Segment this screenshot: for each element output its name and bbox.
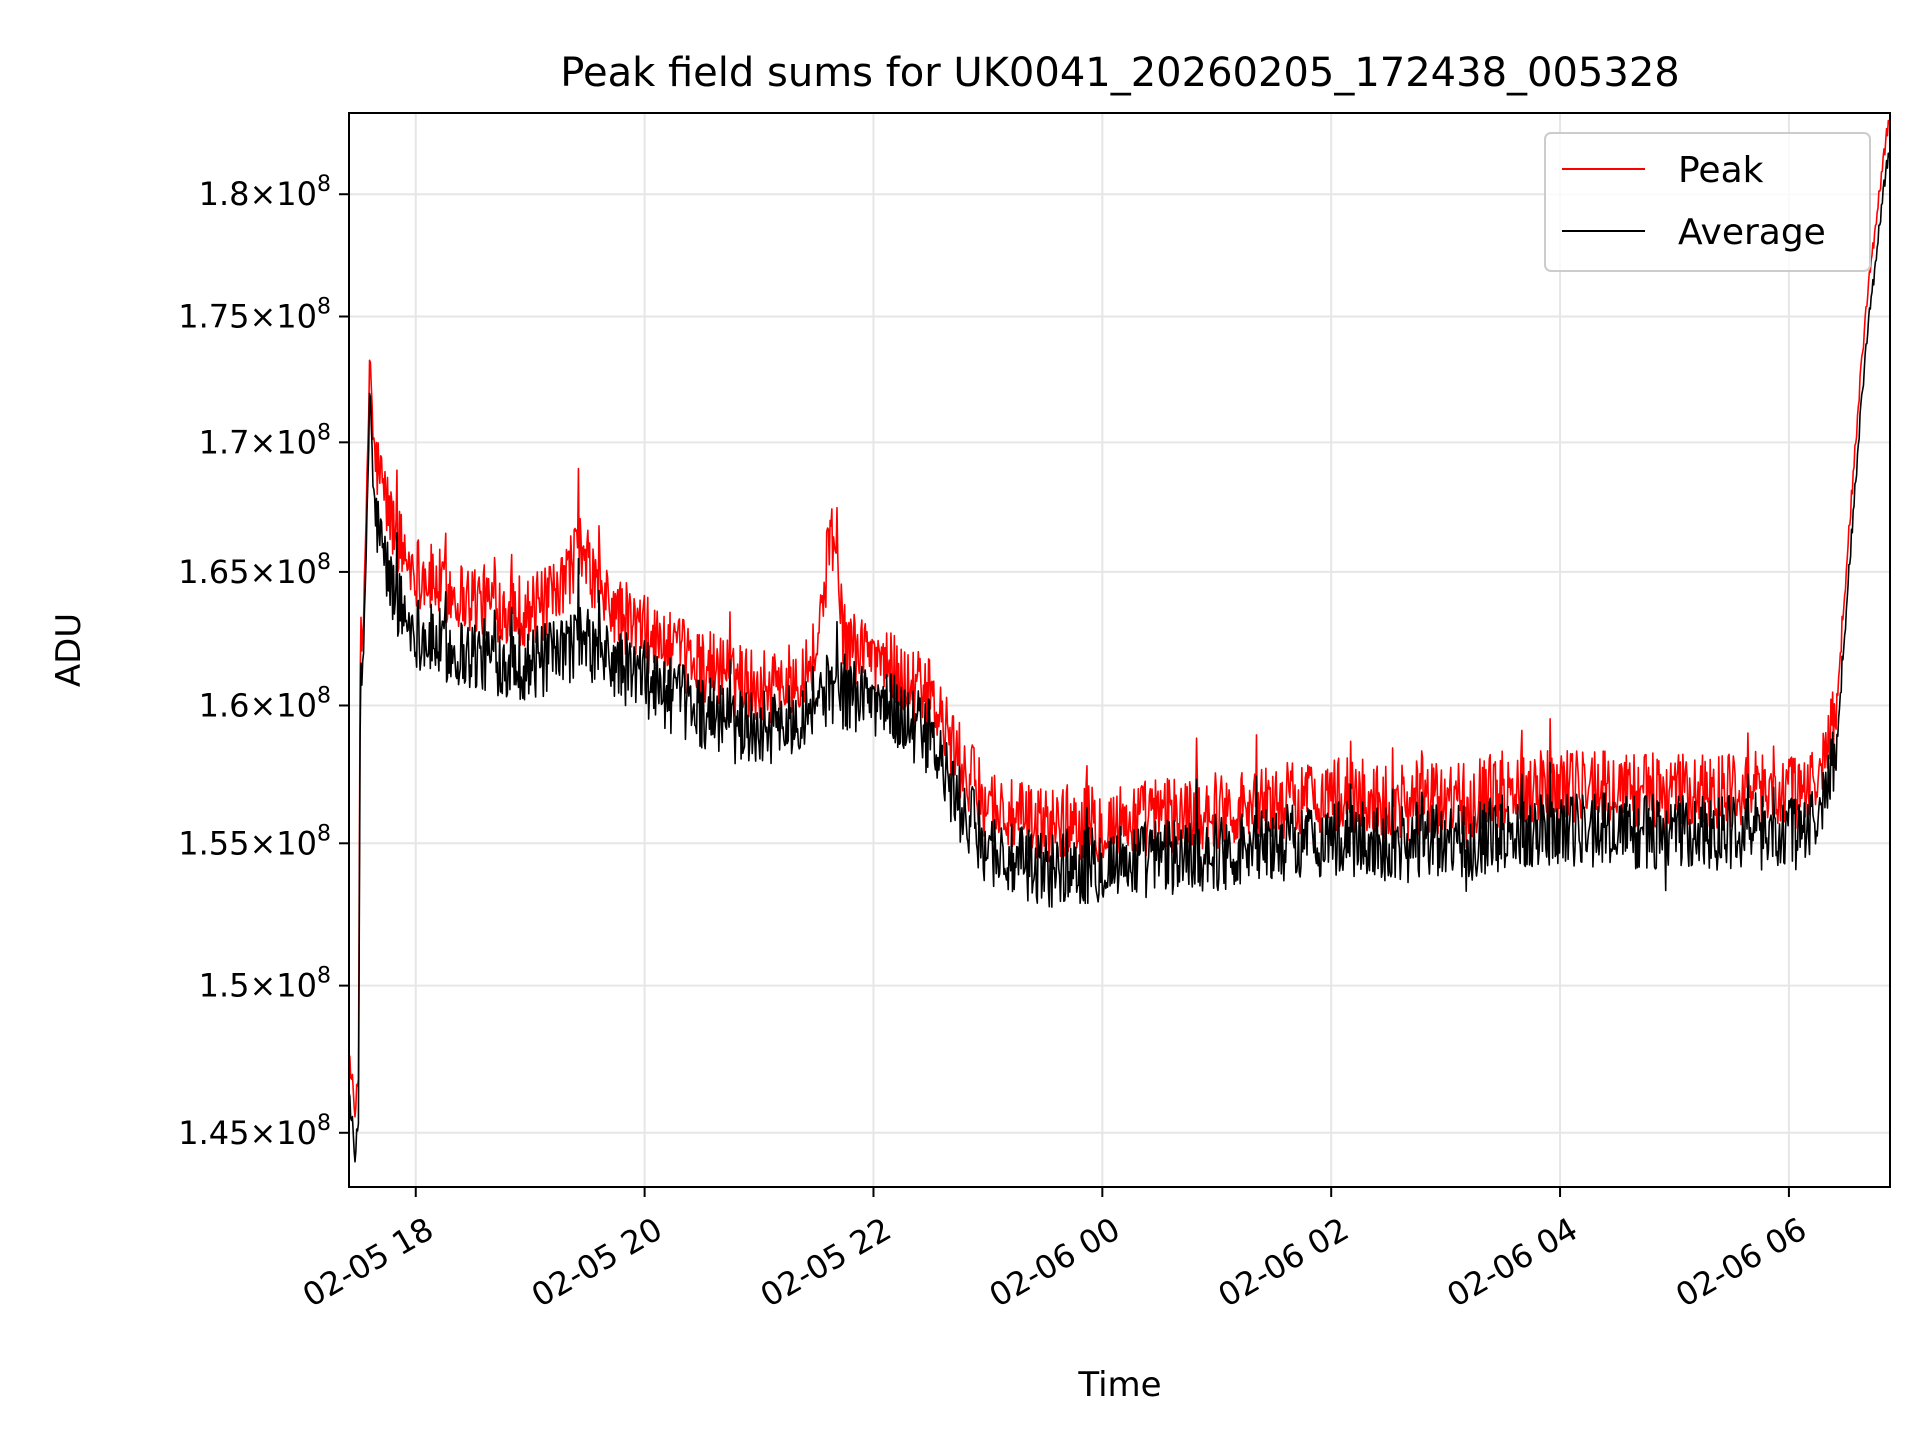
y-tick-label: 1.55×108 [178, 821, 331, 862]
y-axis: 1.45×108 1.5×108 1.55×108 1.6×108 1.65×108 1.… [178, 172, 349, 1152]
y-tick-label: 1.65×108 [178, 550, 331, 591]
y-tick-label: 1.7×108 [199, 420, 331, 461]
series-line-average [348, 149, 1891, 1163]
legend: Peak Average [1544, 132, 1871, 272]
y-tick-label: 1.6×108 [199, 683, 331, 724]
y-tick-label: 1.45×108 [178, 1111, 331, 1152]
legend-peak-label: Peak [1678, 150, 1764, 191]
legend-average-label: Average [1678, 212, 1826, 253]
y-axis-label: ADU [49, 613, 89, 687]
y-tick-label: 1.75×108 [178, 295, 331, 336]
plot-frame [348, 112, 1891, 1188]
x-axis-label: Time [1077, 1365, 1161, 1405]
legend-box [1544, 132, 1871, 272]
y-tick-label: 1.8×108 [199, 172, 331, 213]
y-tick-label: 1.5×108 [199, 964, 331, 1005]
chart-title: Peak field sums for UK0041_20260205_1724… [560, 50, 1679, 96]
plot-lines [348, 116, 1891, 1163]
